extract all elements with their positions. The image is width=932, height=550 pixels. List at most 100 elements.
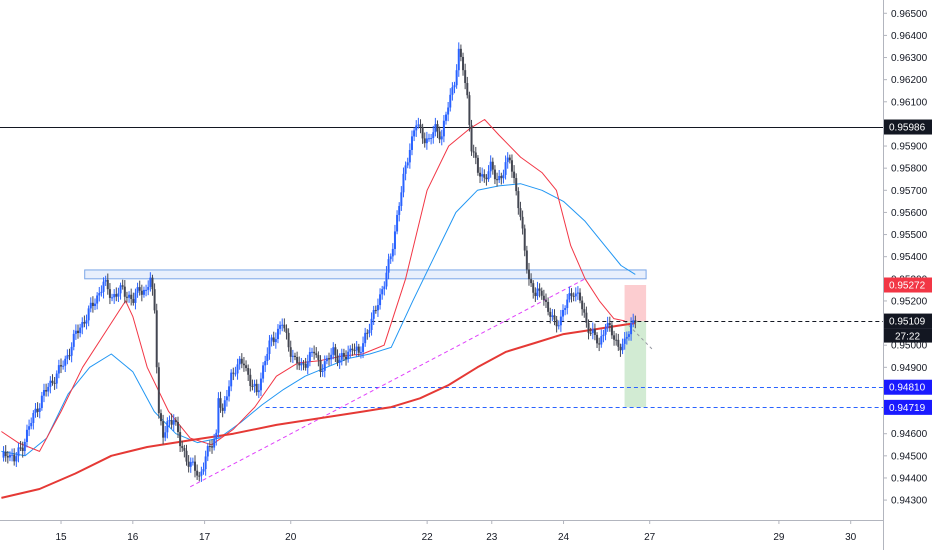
candle-body — [262, 365, 265, 379]
time-tick-label: 15 — [55, 532, 67, 543]
candle-body — [408, 149, 411, 163]
candle-body — [421, 126, 424, 139]
candle-body — [89, 302, 92, 309]
candle-body — [8, 454, 11, 458]
candle-body — [576, 292, 579, 294]
candle-body — [242, 363, 245, 366]
candle-body — [323, 361, 326, 371]
price-tag-bg — [884, 399, 932, 415]
candle-body — [4, 451, 7, 456]
candle-body — [166, 421, 169, 433]
candle-body — [538, 288, 541, 291]
candle-body — [106, 279, 109, 290]
candle-body — [602, 334, 605, 337]
price-tag-bg — [884, 119, 932, 135]
candle-body — [353, 350, 356, 352]
candle-body — [315, 353, 318, 356]
candle-body — [393, 231, 396, 249]
candle-body — [311, 351, 314, 353]
candle-body — [551, 315, 554, 317]
candle-body — [268, 340, 271, 354]
candle-body — [517, 191, 520, 209]
candle-body — [570, 293, 573, 296]
candle-body — [289, 347, 292, 357]
candle-body — [162, 421, 165, 438]
candle-body — [593, 329, 596, 335]
candle-body — [621, 343, 624, 351]
candle-body — [57, 365, 60, 374]
candle-body — [434, 124, 437, 133]
candle-body — [230, 372, 233, 387]
candle-body — [68, 355, 71, 357]
candle-body — [491, 161, 494, 170]
candle-body — [468, 95, 471, 125]
countdown-label: 27:22 — [895, 332, 920, 343]
candle-body — [527, 269, 530, 280]
time-tick-label: 17 — [199, 532, 211, 543]
candle-body — [462, 56, 465, 71]
candle-body — [364, 332, 367, 344]
candle-body — [572, 295, 575, 297]
price-tag-label: 0.94810 — [889, 383, 926, 394]
candle-body — [498, 175, 501, 181]
candle-body — [510, 160, 513, 172]
candle-body — [368, 329, 371, 334]
candle-body — [574, 293, 577, 297]
candle-body — [402, 173, 405, 193]
candle-body — [445, 114, 448, 121]
candle-body — [276, 328, 279, 340]
time-tick-label: 29 — [773, 532, 785, 543]
candle-body — [23, 441, 26, 452]
candle-body — [536, 288, 539, 297]
candle-body — [587, 322, 590, 333]
time-tick-label: 20 — [285, 532, 297, 543]
candle-body — [196, 470, 199, 476]
candle-body — [19, 447, 22, 449]
candle-body — [325, 358, 328, 362]
candle-body — [530, 279, 533, 284]
candle-body — [564, 308, 567, 310]
candle-body — [383, 286, 386, 290]
candle-body — [479, 172, 482, 177]
candle-body — [49, 380, 52, 387]
candle-body — [474, 152, 477, 158]
candle-body — [181, 446, 184, 449]
candle-body — [476, 157, 479, 173]
stop-tag-label: 0.95272 — [889, 281, 926, 292]
candle-body — [149, 277, 152, 287]
price-tick-label: 0.96200 — [891, 75, 928, 86]
candle-body — [74, 330, 77, 334]
candle-body — [508, 157, 511, 161]
price-tick-label: 0.95500 — [891, 230, 928, 241]
candle-body — [317, 355, 320, 360]
candle-body — [159, 413, 162, 422]
candle-body — [211, 446, 214, 448]
candle-body — [568, 293, 571, 300]
candle-body — [464, 70, 467, 84]
candle-body — [204, 456, 207, 470]
candle-body — [542, 295, 545, 301]
candle-body — [589, 332, 592, 334]
candle-body — [102, 281, 105, 292]
candle-body — [247, 368, 250, 375]
candle-body — [351, 348, 354, 351]
candle-body — [483, 174, 486, 178]
candle-body — [155, 310, 158, 368]
candle-body — [30, 422, 33, 427]
candle-body — [168, 420, 171, 422]
candle-body — [634, 320, 637, 323]
candle-body — [345, 356, 348, 359]
candle-body — [85, 320, 88, 324]
candle-body — [281, 324, 284, 326]
time-tick-label: 30 — [845, 532, 857, 543]
candle-body — [304, 363, 307, 368]
candle-body — [338, 359, 341, 363]
candle-body — [128, 294, 131, 298]
candle-body — [287, 332, 290, 348]
candle-body — [632, 320, 635, 324]
candle-body — [425, 138, 428, 144]
price-tick-label: 0.96300 — [891, 53, 928, 64]
